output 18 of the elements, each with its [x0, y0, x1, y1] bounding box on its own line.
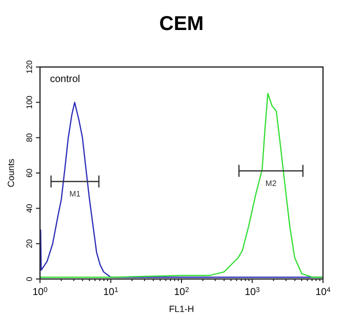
y-tick-label: 80: [25, 132, 34, 142]
x-axis-title: FL1-H: [168, 304, 194, 314]
x-tick-label: 10$^{2}$: [174, 286, 190, 298]
chart-title: CEM: [159, 13, 204, 35]
y-tick-label: 100: [25, 95, 34, 110]
y-tick-label: 0: [25, 276, 34, 282]
y-axis-title: Counts: [6, 158, 16, 188]
y-tick-label: 120: [25, 60, 34, 74]
y-tick-label: 40: [25, 203, 34, 213]
annotation: control: [50, 74, 80, 85]
y-tick-label: 20: [25, 238, 34, 248]
x-tick-label: 10$^{1}$: [103, 286, 118, 298]
y-tick-label: 60: [25, 168, 34, 178]
annotation: M2: [265, 178, 278, 188]
x-tick-label: 10$^{3}$: [244, 286, 260, 298]
x-tick-label: 10$^{4}$: [315, 286, 331, 298]
annotation: M1: [69, 189, 82, 198]
x-tick-label: 10$^{0}$: [32, 286, 48, 298]
